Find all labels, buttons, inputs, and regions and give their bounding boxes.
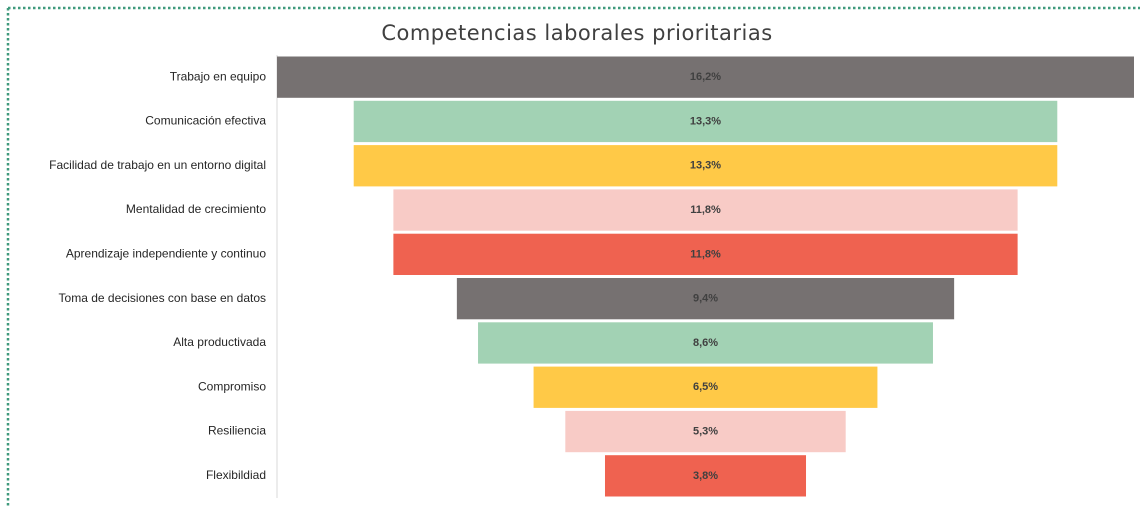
category-label: Aprendizaje independiente y continuo [66,247,266,261]
category-label: Flexibildiad [206,468,266,482]
funnel-bar [277,56,1134,98]
funnel-bar [456,278,955,320]
funnel-bar [478,322,933,364]
funnel-bar [353,100,1058,143]
value-label: 16,2% [690,71,721,83]
category-label: Compromiso [198,379,266,393]
value-label: 6,5% [693,381,718,393]
category-label: Trabajo en equipo [170,69,267,83]
chart-title: Competencias laborales prioritarias [381,21,772,45]
category-label: Facilidad de trabajo en un entorno digit… [49,158,266,172]
value-label: 13,3% [690,160,721,172]
category-label: Comunicación efectiva [145,114,266,128]
funnel-bar [604,455,807,497]
funnel-bar [393,189,1018,231]
value-label: 3,8% [693,470,718,482]
value-label: 11,8% [690,204,721,216]
funnel-bar [353,145,1058,187]
category-label: Resiliencia [208,424,266,438]
value-label: 9,4% [693,293,718,305]
category-label: Alta productivada [173,335,266,349]
value-label: 11,8% [690,248,721,260]
funnel-bar [393,233,1018,275]
funnel-bar [565,410,846,453]
value-label: 13,3% [690,115,721,127]
funnel-bar [533,366,878,408]
category-label: Mentalidad de crecimiento [126,202,266,216]
value-label: 5,3% [693,425,718,437]
value-label: 8,6% [693,337,718,349]
category-label: Toma de decisiones con base en datos [59,291,266,305]
